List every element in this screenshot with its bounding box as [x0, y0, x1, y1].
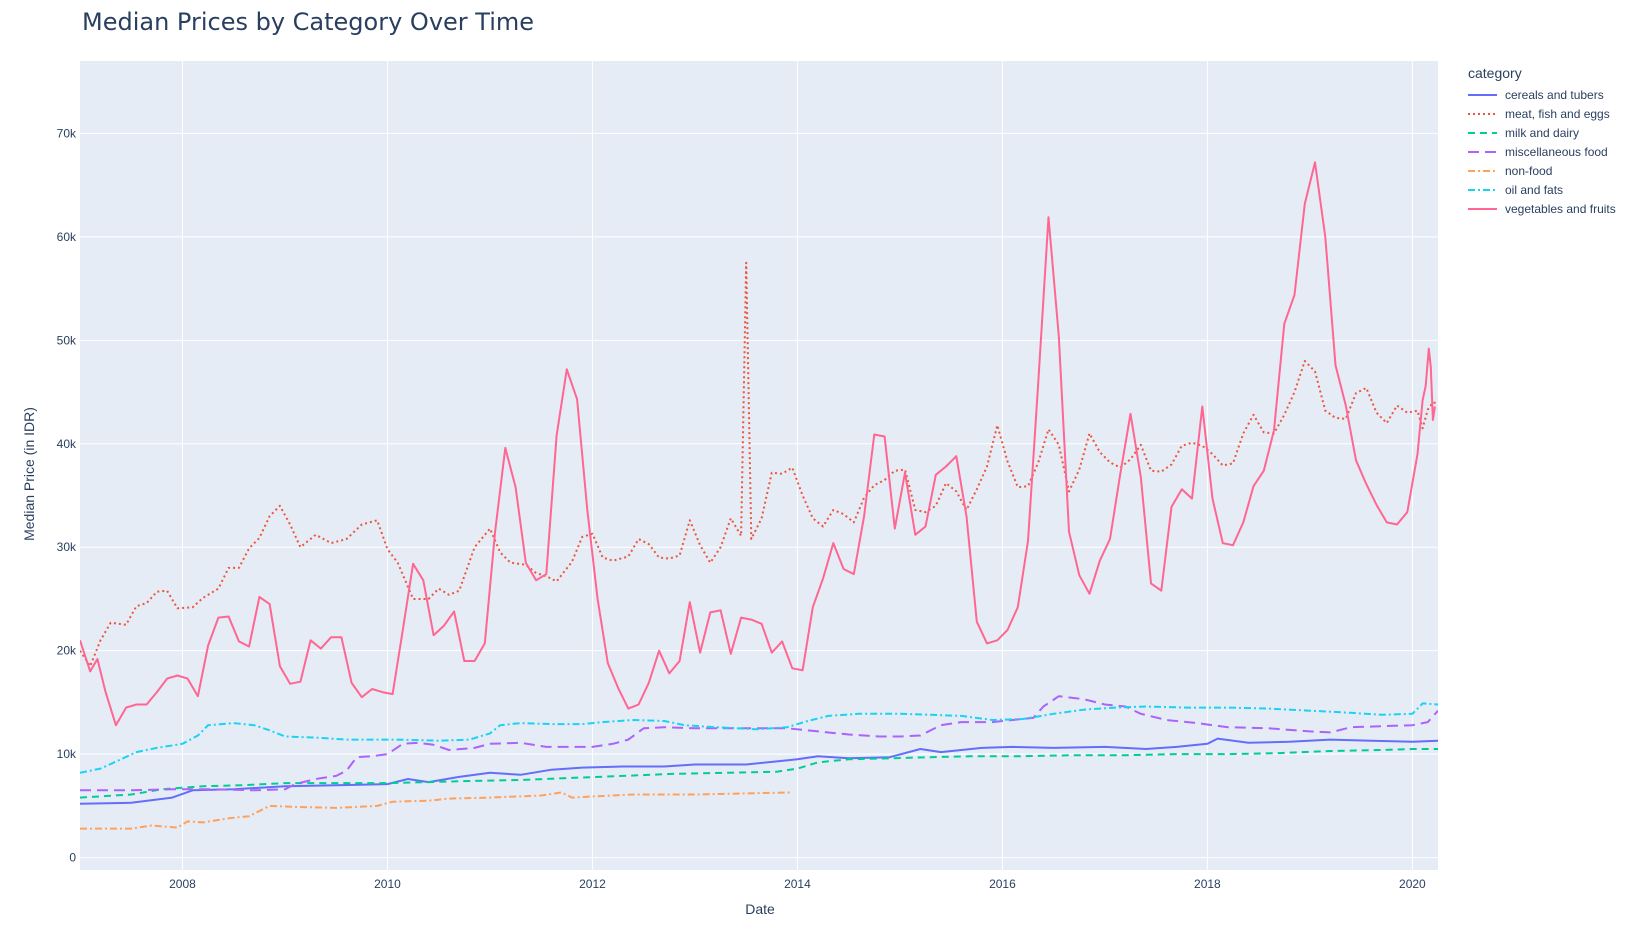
legend: category cereals and tubers meat, fish an… [1468, 65, 1616, 216]
y-tick-label: 30k [57, 540, 77, 554]
y-tick-label: 0 [69, 851, 76, 865]
x-tick-label: 2016 [989, 877, 1016, 891]
series-line-vegetables-and-fruits [80, 161, 1436, 727]
x-tick-label: 2012 [579, 877, 606, 891]
legend-item-meat-fish-and-eggs[interactable]: meat, fish and eggs [1468, 107, 1610, 121]
y-tick-label: 40k [57, 437, 77, 451]
legend-label: cereals and tubers [1505, 88, 1604, 102]
y-axis-title: Median Price (in IDR) [21, 407, 37, 541]
series-line-oil-and-fats [80, 702, 1438, 774]
legend-title: category [1468, 65, 1522, 81]
legend-item-miscellaneous-food[interactable]: miscellaneous food [1468, 145, 1608, 159]
plot-area [80, 61, 1438, 870]
y-tick-label: 50k [57, 333, 77, 347]
y-tick-label: 20k [57, 644, 77, 658]
x-tick-label: 2020 [1399, 877, 1426, 891]
legend-label: miscellaneous food [1505, 145, 1608, 159]
series-line-cereals-and-tubers [80, 737, 1438, 805]
x-tick-label: 2008 [169, 877, 196, 891]
x-tick-label: 2018 [1194, 877, 1221, 891]
legend-item-cereals-and-tubers[interactable]: cereals and tubers [1468, 88, 1604, 102]
series-line-miscellaneous-food [80, 695, 1438, 792]
chart-title: Median Prices by Category Over Time [82, 8, 534, 36]
legend-item-non-food[interactable]: non-food [1468, 164, 1552, 178]
y-tick-label: 10k [57, 747, 77, 761]
x-tick-label: 2010 [374, 877, 401, 891]
legend-label: oil and fats [1505, 183, 1563, 197]
x-tick-label: 2014 [784, 877, 811, 891]
y-tick-label: 70k [57, 126, 77, 140]
legend-item-vegetables-and-fruits[interactable]: vegetables and fruits [1468, 202, 1616, 216]
x-axis-title: Date [745, 901, 775, 917]
legend-label: meat, fish and eggs [1505, 107, 1610, 121]
legend-label: non-food [1505, 164, 1552, 178]
legend-label: vegetables and fruits [1505, 202, 1616, 216]
series-line-non-food [80, 791, 793, 830]
legend-item-milk-and-dairy[interactable]: milk and dairy [1468, 126, 1579, 140]
y-tick-label: 60k [57, 230, 77, 244]
series-line-milk-and-dairy [80, 748, 1438, 799]
legend-label: milk and dairy [1505, 126, 1579, 140]
legend-item-oil-and-fats[interactable]: oil and fats [1468, 183, 1563, 197]
